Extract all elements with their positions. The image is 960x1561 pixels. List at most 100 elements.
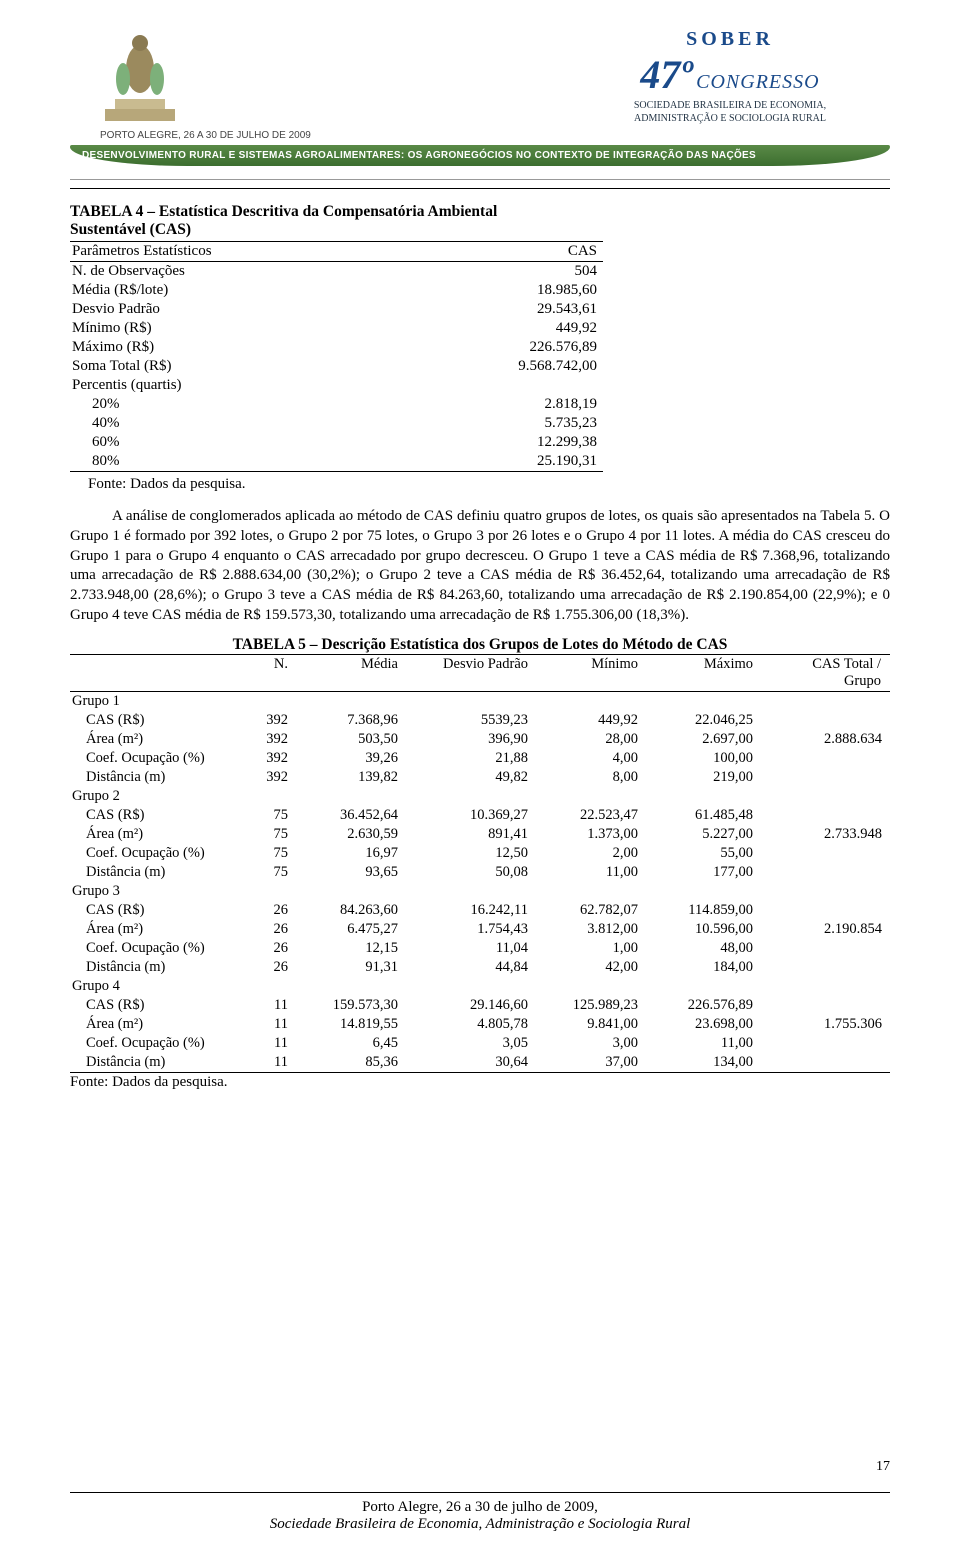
table5-row-label: Distância (m): [70, 768, 240, 787]
table5-row-dp: 29.146,60: [404, 996, 534, 1015]
table4-percentil-label: 80%: [70, 452, 473, 471]
table4-head-cas: CAS: [473, 242, 603, 261]
page-number: 17: [876, 1459, 890, 1475]
table5-row-media: 39,26: [294, 749, 404, 768]
table5-row-label: Área (m²): [70, 730, 240, 749]
table4-percentil-row: 60%12.299,38: [70, 433, 603, 452]
table5-row: Coef. Ocupação (%)39239,2621,884,00100,0…: [70, 749, 760, 768]
header-banner: SOBER 47º CONGRESSO SOCIEDADE BRASILEIRA…: [70, 20, 890, 180]
table5-row-label: Área (m²): [70, 920, 240, 939]
table5-group: Grupo 2CAS (R$)7536.452,6410.369,2722.52…: [70, 787, 890, 882]
table5-row: Distância (m)2691,3144,8442,00184,00: [70, 958, 760, 977]
table5-row-min: 3,00: [534, 1034, 644, 1053]
table5-row: CAS (R$)2684.263,6016.242,1162.782,07114…: [70, 901, 760, 920]
table5-row-min: 1,00: [534, 939, 644, 958]
sober-statue-icon: [80, 24, 200, 124]
table4-percentil-value: 5.735,23: [473, 414, 603, 433]
table5-row-min: 37,00: [534, 1053, 644, 1072]
table5-row-min: 11,00: [534, 863, 644, 882]
analysis-paragraph-text: A análise de conglomerados aplicada ao m…: [70, 508, 890, 623]
table5-row-media: 503,50: [294, 730, 404, 749]
table5-row-media: 12,15: [294, 939, 404, 958]
table5-row-label: Coef. Ocupação (%): [70, 1034, 240, 1053]
table5-row-media: 36.452,64: [294, 806, 404, 825]
table4-block: TABELA 4 – Estatística Descritiva da Com…: [70, 203, 890, 493]
table4-title-line2: Sustentável (CAS): [70, 221, 890, 239]
table4-head-param: Parâmetros Estatísticos: [70, 242, 473, 261]
table4-row-value: 504: [473, 262, 603, 281]
table5-row-min: 28,00: [534, 730, 644, 749]
table5-row: Distância (m)392139,8249,828,00219,00: [70, 768, 760, 787]
table5-group: Grupo 3CAS (R$)2684.263,6016.242,1162.78…: [70, 882, 890, 977]
table4-row-label: Soma Total (R$): [70, 357, 473, 376]
table5-row-max: 23.698,00: [644, 1015, 759, 1034]
table5-row: Coef. Ocupação (%)7516,9712,502,0055,00: [70, 844, 760, 863]
analysis-paragraph: A análise de conglomerados aplicada ao m…: [70, 507, 890, 626]
table4-row-label: Média (R$/lote): [70, 281, 473, 300]
table5-row-n: 11: [240, 996, 294, 1015]
table5-row-n: 392: [240, 768, 294, 787]
footer-line2: Sociedade Brasileira de Economia, Admini…: [70, 1516, 890, 1533]
table4-source: Fonte: Dados da pesquisa.: [70, 476, 890, 493]
table4-percentil-row: 40%5.735,23: [70, 414, 603, 433]
table4-percentis: 20%2.818,1940%5.735,2360%12.299,3880%25.…: [70, 395, 603, 471]
congress-logo: SOBER 47º CONGRESSO SOCIEDADE BRASILEIRA…: [580, 28, 880, 124]
table4-percentil-label: 40%: [70, 414, 473, 433]
table5-row-media: 93,65: [294, 863, 404, 882]
table5-row-dp: 21,88: [404, 749, 534, 768]
table4-row: Máximo (R$)226.576,89: [70, 338, 603, 357]
table5-row-label: Coef. Ocupação (%): [70, 939, 240, 958]
table4-row: Soma Total (R$)9.568.742,00: [70, 357, 603, 376]
table5-row-n: 26: [240, 958, 294, 977]
logo-sub1: SOCIEDADE BRASILEIRA DE ECONOMIA,: [580, 100, 880, 111]
table5-row-dp: 1.754,43: [404, 920, 534, 939]
table5-row-label: CAS (R$): [70, 901, 240, 920]
table5-row-n: 75: [240, 844, 294, 863]
table5-row-dp: 49,82: [404, 768, 534, 787]
table5-row-max: 61.485,48: [644, 806, 759, 825]
table5-group-name: Grupo 1: [70, 692, 760, 711]
table5-group-total: 1.755.306: [760, 977, 890, 1072]
logo-congresso: CONGRESSO: [696, 71, 819, 93]
table5-row: Coef. Ocupação (%)116,453,053,0011,00: [70, 1034, 760, 1053]
banner-top: SOBER 47º CONGRESSO SOCIEDADE BRASILEIRA…: [70, 20, 890, 130]
logo-sub2: ADMINISTRAÇÃO E SOCIOLOGIA RURAL: [580, 113, 880, 124]
table5-row-min: 42,00: [534, 958, 644, 977]
table5-row-max: 114.859,00: [644, 901, 759, 920]
table4-row-value: 9.568.742,00: [473, 357, 603, 376]
table5-row-max: 184,00: [644, 958, 759, 977]
table4-bottom-rule: [70, 471, 603, 472]
table4-row-value: 226.576,89: [473, 338, 603, 357]
table5-head-min: Mínimo: [534, 655, 644, 691]
table5-row-min: 449,92: [534, 711, 644, 730]
table4-row-label: Desvio Padrão: [70, 300, 473, 319]
table5-row-min: 9.841,00: [534, 1015, 644, 1034]
table5-row-media: 139,82: [294, 768, 404, 787]
table4-row-label: Máximo (R$): [70, 338, 473, 357]
table5-row-n: 392: [240, 711, 294, 730]
table5-row-n: 392: [240, 749, 294, 768]
table5-row-dp: 16.242,11: [404, 901, 534, 920]
table5-row-media: 91,31: [294, 958, 404, 977]
table5-row-media: 6,45: [294, 1034, 404, 1053]
table5-row: CAS (R$)7536.452,6410.369,2722.523,4761.…: [70, 806, 760, 825]
table5-row-dp: 12,50: [404, 844, 534, 863]
table5-row-n: 75: [240, 863, 294, 882]
table5-row-dp: 44,84: [404, 958, 534, 977]
table4-row: Desvio Padrão29.543,61: [70, 300, 603, 319]
table5-row-max: 5.227,00: [644, 825, 759, 844]
table5-row-label: Área (m²): [70, 1015, 240, 1034]
table5-source: Fonte: Dados da pesquisa.: [70, 1074, 890, 1091]
table5: N. Média Desvio Padrão Mínimo Máximo CAS…: [70, 654, 890, 1073]
table5-row: Área (m²)266.475,271.754,433.812,0010.59…: [70, 920, 760, 939]
table5-row-max: 134,00: [644, 1053, 759, 1072]
table5-row-dp: 4.805,78: [404, 1015, 534, 1034]
table5-row: Coef. Ocupação (%)2612,1511,041,0048,00: [70, 939, 760, 958]
table5-row-max: 226.576,89: [644, 996, 759, 1015]
table4-percentil-value: 25.190,31: [473, 452, 603, 471]
table4-percentil-row: 80%25.190,31: [70, 452, 603, 471]
table5-row-media: 85,36: [294, 1053, 404, 1072]
table5-row-max: 22.046,25: [644, 711, 759, 730]
table5-row-n: 392: [240, 730, 294, 749]
table4-row: N. de Observações504: [70, 262, 603, 281]
